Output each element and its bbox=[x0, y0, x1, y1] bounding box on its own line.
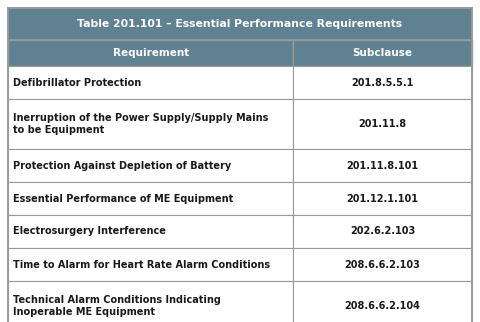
Bar bbox=[8, 149, 293, 182]
Bar bbox=[293, 99, 472, 149]
Text: Essential Performance of ME Equipment: Essential Performance of ME Equipment bbox=[13, 194, 233, 204]
Bar bbox=[293, 215, 472, 248]
Bar bbox=[293, 40, 472, 66]
Bar bbox=[8, 40, 293, 66]
Bar bbox=[293, 248, 472, 281]
Text: Inerruption of the Power Supply/Supply Mains
to be Equipment: Inerruption of the Power Supply/Supply M… bbox=[13, 113, 268, 135]
Text: 208.6.6.2.103: 208.6.6.2.103 bbox=[345, 260, 420, 270]
Bar bbox=[8, 8, 472, 40]
Bar bbox=[293, 66, 472, 99]
Text: Technical Alarm Conditions Indicating
Inoperable ME Equipment: Technical Alarm Conditions Indicating In… bbox=[13, 295, 221, 317]
Bar bbox=[293, 281, 472, 322]
Text: Requirement: Requirement bbox=[112, 48, 189, 58]
Text: Time to Alarm for Heart Rate Alarm Conditions: Time to Alarm for Heart Rate Alarm Condi… bbox=[13, 260, 270, 270]
Bar bbox=[8, 215, 293, 248]
Text: Subclause: Subclause bbox=[353, 48, 413, 58]
Bar bbox=[293, 149, 472, 182]
Text: Defibrillator Protection: Defibrillator Protection bbox=[13, 78, 141, 88]
Bar bbox=[8, 248, 293, 281]
Bar bbox=[293, 182, 472, 215]
Text: 201.11.8.101: 201.11.8.101 bbox=[347, 160, 419, 171]
Text: 202.6.2.103: 202.6.2.103 bbox=[350, 226, 415, 236]
Text: Table 201.101 – Essential Performance Requirements: Table 201.101 – Essential Performance Re… bbox=[77, 19, 403, 29]
Text: Electrosurgery Interference: Electrosurgery Interference bbox=[13, 226, 166, 236]
Bar bbox=[8, 182, 293, 215]
Bar bbox=[8, 66, 293, 99]
Bar bbox=[8, 281, 293, 322]
Text: 201.12.1.101: 201.12.1.101 bbox=[347, 194, 419, 204]
Text: 208.6.6.2.104: 208.6.6.2.104 bbox=[345, 301, 420, 311]
Bar bbox=[8, 99, 293, 149]
Text: Protection Against Depletion of Battery: Protection Against Depletion of Battery bbox=[13, 160, 231, 171]
Text: 201.8.5.5.1: 201.8.5.5.1 bbox=[351, 78, 414, 88]
Text: 201.11.8: 201.11.8 bbox=[359, 119, 407, 129]
